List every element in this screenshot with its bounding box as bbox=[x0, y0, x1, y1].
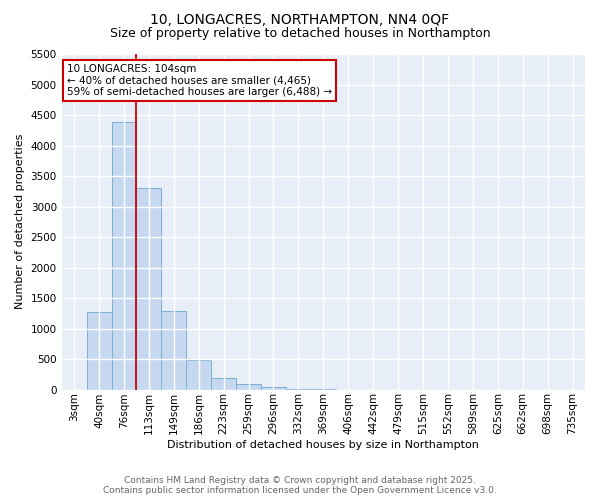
Bar bbox=[211, 378, 236, 390]
Bar bbox=[86, 312, 112, 390]
Text: 10 LONGACRES: 104sqm
← 40% of detached houses are smaller (4,465)
59% of semi-de: 10 LONGACRES: 104sqm ← 40% of detached h… bbox=[67, 64, 332, 98]
X-axis label: Distribution of detached houses by size in Northampton: Distribution of detached houses by size … bbox=[167, 440, 479, 450]
Text: Contains HM Land Registry data © Crown copyright and database right 2025.
Contai: Contains HM Land Registry data © Crown c… bbox=[103, 476, 497, 495]
Bar bbox=[286, 389, 311, 390]
Bar bbox=[161, 312, 186, 390]
Y-axis label: Number of detached properties: Number of detached properties bbox=[15, 134, 25, 310]
Bar bbox=[236, 384, 261, 390]
Text: 10, LONGACRES, NORTHAMPTON, NN4 0QF: 10, LONGACRES, NORTHAMPTON, NN4 0QF bbox=[151, 12, 449, 26]
Bar bbox=[112, 122, 136, 390]
Bar bbox=[261, 387, 286, 390]
Text: Size of property relative to detached houses in Northampton: Size of property relative to detached ho… bbox=[110, 28, 490, 40]
Bar bbox=[136, 188, 161, 390]
Bar bbox=[186, 360, 211, 390]
